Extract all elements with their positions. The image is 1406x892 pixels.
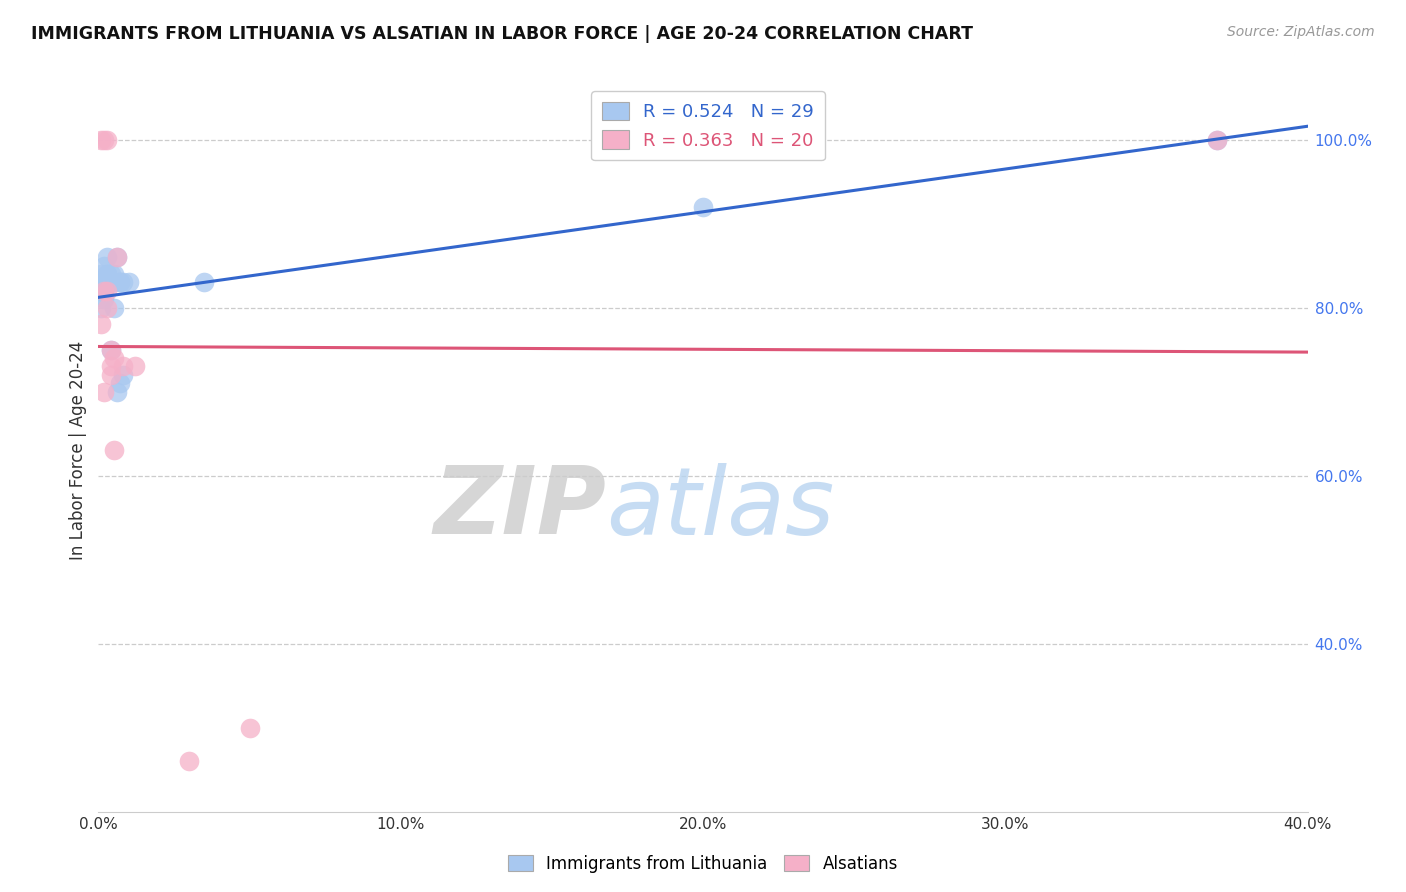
Point bbox=[100, 276, 122, 290]
Point bbox=[96, 133, 118, 147]
Point bbox=[100, 343, 122, 357]
Point bbox=[239, 721, 262, 735]
Text: ZIP: ZIP bbox=[433, 462, 606, 554]
Point bbox=[111, 368, 134, 382]
Point bbox=[108, 276, 131, 290]
Point bbox=[108, 276, 131, 290]
Text: IMMIGRANTS FROM LITHUANIA VS ALSATIAN IN LABOR FORCE | AGE 20-24 CORRELATION CHA: IMMIGRANTS FROM LITHUANIA VS ALSATIAN IN… bbox=[31, 25, 973, 43]
Point bbox=[124, 359, 146, 374]
Point bbox=[93, 276, 115, 290]
Point bbox=[103, 267, 125, 281]
Text: Source: ZipAtlas.com: Source: ZipAtlas.com bbox=[1227, 25, 1375, 39]
Point bbox=[96, 301, 118, 315]
Point bbox=[93, 284, 115, 298]
Point bbox=[105, 384, 128, 399]
Point bbox=[93, 276, 115, 290]
Point bbox=[103, 276, 125, 290]
Point bbox=[103, 443, 125, 458]
Point bbox=[93, 384, 115, 399]
Point bbox=[96, 276, 118, 290]
Point bbox=[96, 250, 118, 264]
Point bbox=[93, 292, 115, 306]
Point bbox=[93, 284, 115, 298]
Point bbox=[108, 376, 131, 391]
Text: atlas: atlas bbox=[606, 463, 835, 554]
Point bbox=[111, 359, 134, 374]
Point bbox=[90, 301, 112, 315]
Point bbox=[193, 276, 215, 290]
Point bbox=[90, 267, 112, 281]
Point bbox=[1206, 133, 1229, 147]
Point bbox=[103, 301, 125, 315]
Legend: R = 0.524   N = 29, R = 0.363   N = 20: R = 0.524 N = 29, R = 0.363 N = 20 bbox=[591, 91, 825, 161]
Point bbox=[90, 133, 112, 147]
Point bbox=[179, 754, 201, 768]
Point bbox=[100, 267, 122, 281]
Point bbox=[96, 267, 118, 281]
Point bbox=[90, 284, 112, 298]
Y-axis label: In Labor Force | Age 20-24: In Labor Force | Age 20-24 bbox=[69, 341, 87, 560]
Point bbox=[105, 250, 128, 264]
Point bbox=[105, 250, 128, 264]
Point bbox=[100, 343, 122, 357]
Point bbox=[692, 200, 714, 214]
Point bbox=[93, 133, 115, 147]
Point bbox=[1206, 133, 1229, 147]
Point bbox=[103, 351, 125, 365]
Point bbox=[96, 284, 118, 298]
Point bbox=[90, 318, 112, 332]
Point bbox=[100, 368, 122, 382]
Point bbox=[96, 267, 118, 281]
Point bbox=[111, 276, 134, 290]
Point bbox=[93, 259, 115, 273]
Point bbox=[100, 359, 122, 374]
Point bbox=[118, 276, 141, 290]
Legend: Immigrants from Lithuania, Alsatians: Immigrants from Lithuania, Alsatians bbox=[502, 848, 904, 880]
